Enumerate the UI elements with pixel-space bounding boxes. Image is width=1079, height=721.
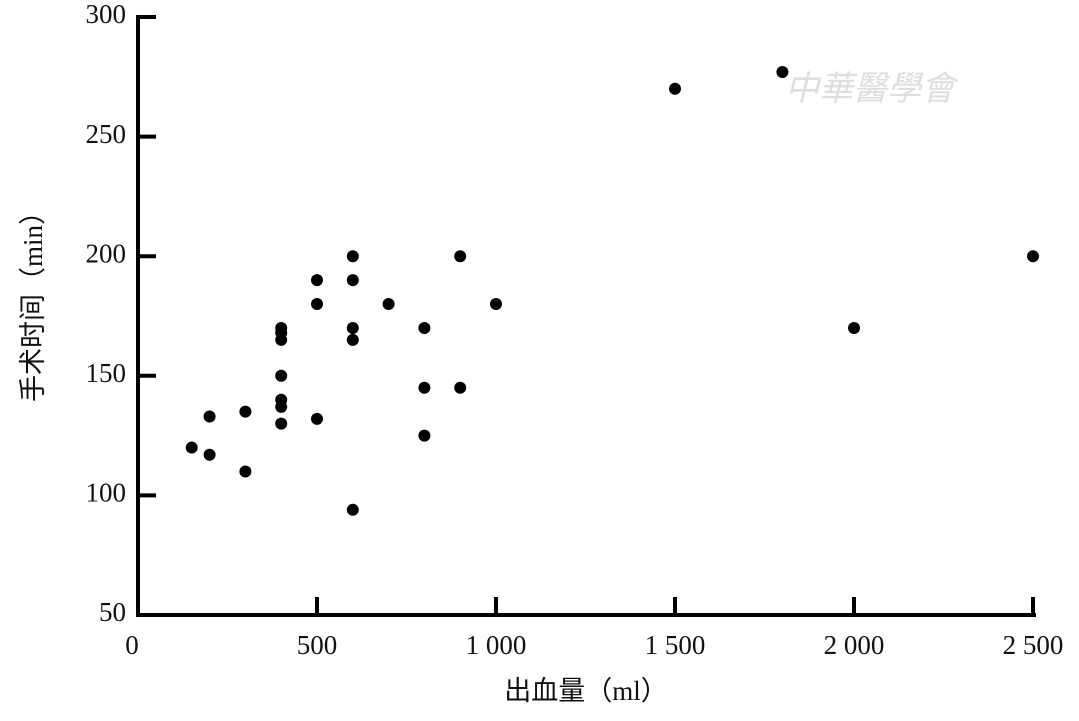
point xyxy=(346,333,359,346)
point xyxy=(454,381,467,394)
point xyxy=(418,381,431,394)
x-axis-label: 出血量（ml） xyxy=(504,676,668,706)
x-tick-label: 2 000 xyxy=(824,630,885,660)
point xyxy=(1027,250,1039,263)
y-axis-label: 手术时间（min） xyxy=(18,198,48,402)
point xyxy=(203,410,216,423)
point xyxy=(776,66,789,79)
point xyxy=(669,82,681,95)
x-tick-label: 500 xyxy=(297,630,338,660)
point xyxy=(346,503,359,516)
point xyxy=(275,417,288,430)
point xyxy=(239,405,252,418)
y-tick-label: 150 xyxy=(86,358,127,388)
point xyxy=(454,250,467,263)
y-tick-label: 50 xyxy=(99,597,126,627)
y-tick-label: 100 xyxy=(86,478,127,508)
x-tick-label: 1 000 xyxy=(466,630,527,660)
point xyxy=(275,369,288,382)
point xyxy=(275,400,288,413)
point xyxy=(418,429,431,442)
point xyxy=(311,274,323,287)
point xyxy=(490,298,502,311)
point xyxy=(848,321,860,334)
point xyxy=(239,465,252,478)
y-tick-label: 250 xyxy=(86,119,127,149)
point xyxy=(203,448,216,461)
y-tick-label: 300 xyxy=(86,0,127,29)
watermark: 中華醫學會 xyxy=(785,71,960,108)
point xyxy=(311,412,323,425)
point xyxy=(346,321,359,334)
point xyxy=(346,274,359,287)
y-tick-label: 200 xyxy=(86,238,127,268)
point xyxy=(311,298,323,311)
point xyxy=(418,321,431,334)
point xyxy=(275,333,288,346)
x-tick-label: 1 500 xyxy=(645,630,706,660)
point xyxy=(185,441,198,454)
x-tick-label: 2 500 xyxy=(1003,630,1064,660)
x-tick-label: 0 xyxy=(125,630,139,660)
point xyxy=(382,298,395,311)
point xyxy=(346,250,359,263)
